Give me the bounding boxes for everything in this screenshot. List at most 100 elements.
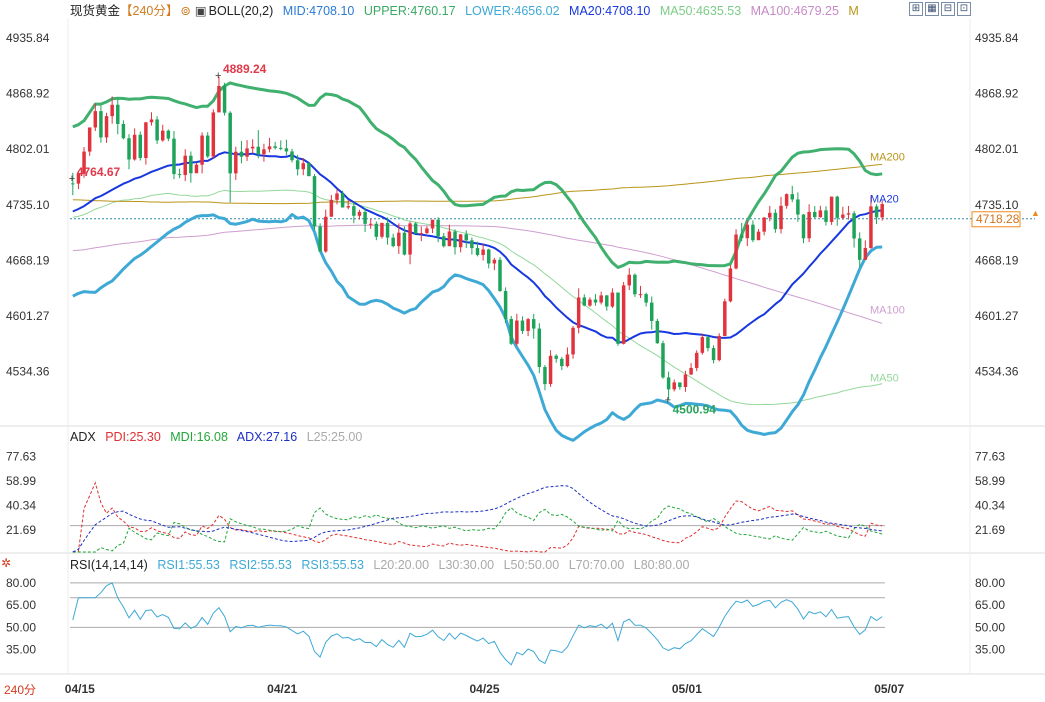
- candle-body: [93, 111, 98, 128]
- adx-mdi-line: [72, 505, 883, 553]
- rsi-l20: L20:20.00: [373, 558, 430, 572]
- candle-body: [104, 116, 109, 138]
- candle-body: [267, 146, 272, 150]
- candle-body: [402, 232, 407, 255]
- adx-tick-right: 58.99: [975, 474, 1005, 488]
- restore-icon[interactable]: ⊡: [957, 2, 971, 16]
- candle-body: [835, 196, 839, 218]
- candle-body: [498, 259, 502, 292]
- adx-tick-right: 40.34: [975, 498, 1005, 512]
- current-price-label: 4718.28: [976, 212, 1020, 226]
- indicator-name[interactable]: BOLL(20,2): [208, 4, 274, 18]
- layout-icon[interactable]: ⊟: [941, 2, 955, 16]
- grid-icon[interactable]: ▦: [925, 2, 939, 16]
- candle-body: [661, 343, 665, 378]
- candle-body: [335, 193, 339, 200]
- candle-body: [425, 228, 429, 234]
- candle-body: [217, 85, 221, 113]
- candle-body: [515, 320, 519, 344]
- boll-upper: UPPER:4760.17: [363, 4, 456, 18]
- candle-body: [492, 259, 497, 264]
- candle-body: [318, 226, 322, 252]
- adx-legend: ADX PDI:25.30 MDI:16.08 ADX:27.16 L25:25…: [70, 429, 368, 445]
- expand-icon[interactable]: ⊞: [909, 2, 923, 16]
- rsi-tick-right: 80.00: [975, 576, 1005, 590]
- candle-body: [430, 219, 435, 229]
- extreme-marker: +: [69, 173, 75, 185]
- candle-body: [779, 205, 783, 230]
- candle-body: [633, 274, 637, 295]
- candle-body: [82, 151, 86, 174]
- x-tick: 04/21: [267, 682, 297, 696]
- candle-body: [436, 219, 440, 237]
- candle-body: [368, 223, 373, 225]
- candle-body: [717, 335, 721, 361]
- candle-body: [728, 268, 733, 302]
- candle-body: [397, 232, 401, 247]
- boll-mid: MID:4708.10: [282, 4, 355, 18]
- candle-body: [127, 138, 131, 160]
- extreme-label: 4764.67: [77, 165, 121, 179]
- boll-lower: LOWER:4656.02: [465, 4, 560, 18]
- rsi-settings-icon[interactable]: ✲: [1, 556, 12, 570]
- y-tick-right: 4735.10: [975, 198, 1019, 212]
- ma20-value: MA20:4708.10: [569, 4, 651, 18]
- indicator-toggle-icon[interactable]: ▣: [194, 4, 207, 18]
- ma100-line: [72, 224, 883, 324]
- candle-body: [683, 374, 688, 388]
- candle-body: [655, 320, 660, 344]
- candle-body: [599, 295, 603, 303]
- candle-body: [144, 122, 148, 158]
- candle-body: [166, 130, 171, 139]
- period-tag[interactable]: 240分: [4, 683, 37, 697]
- candle-body: [565, 354, 570, 367]
- adx-tick-left: 77.63: [6, 449, 36, 463]
- candle-body: [391, 237, 395, 247]
- rsi-tick-right: 35.00: [975, 643, 1005, 657]
- candle-body: [419, 233, 424, 235]
- candle-body: [279, 147, 283, 149]
- candle-body: [616, 292, 620, 344]
- y-tick-left: 4735.10: [6, 198, 50, 212]
- y-tick-left: 4668.19: [6, 253, 50, 267]
- rsi-legend: RSI(14,14,14) RSI1:55.53 RSI2:55.53 RSI3…: [70, 557, 695, 573]
- candle-body: [486, 249, 491, 264]
- interval-label[interactable]: 【240分】: [120, 4, 179, 18]
- x-tick: 05/07: [874, 682, 904, 696]
- candle-body: [762, 217, 766, 232]
- candle-body: [71, 183, 75, 185]
- candle-body: [453, 231, 457, 248]
- candle-body: [132, 134, 137, 160]
- ma-end-label: MA100: [870, 304, 905, 316]
- candle-body: [211, 112, 216, 157]
- candle-body: [829, 196, 834, 222]
- candle-body: [723, 301, 727, 336]
- candle-body: [363, 211, 367, 224]
- adx-tick-right: 77.63: [975, 449, 1005, 463]
- candle-body: [385, 222, 390, 238]
- candle-body: [447, 231, 452, 247]
- candle-body: [408, 223, 412, 255]
- ma50-line: [72, 189, 883, 406]
- candle-body: [329, 199, 334, 217]
- candle-body: [711, 348, 716, 361]
- candle-body: [672, 382, 676, 390]
- candle-body: [470, 240, 474, 249]
- candle-body: [295, 160, 300, 170]
- candle-body: [160, 130, 165, 141]
- rsi-l30: L30:30.00: [438, 558, 495, 572]
- candle-body: [380, 222, 384, 237]
- current-price-box: [971, 211, 1021, 228]
- ma100-value: MA100:4679.25: [750, 4, 839, 18]
- settings-icon[interactable]: ⊚: [180, 4, 191, 18]
- rsi-line: [72, 582, 883, 666]
- candle-body: [183, 155, 187, 176]
- candle-body: [194, 164, 199, 174]
- adx-tick-left: 40.34: [6, 498, 36, 512]
- price-marker-icon: ▲: [1031, 208, 1040, 218]
- candle-body: [756, 231, 761, 241]
- boll-lower-line: [72, 213, 883, 442]
- candle-body: [256, 146, 261, 155]
- candle-body: [593, 299, 598, 303]
